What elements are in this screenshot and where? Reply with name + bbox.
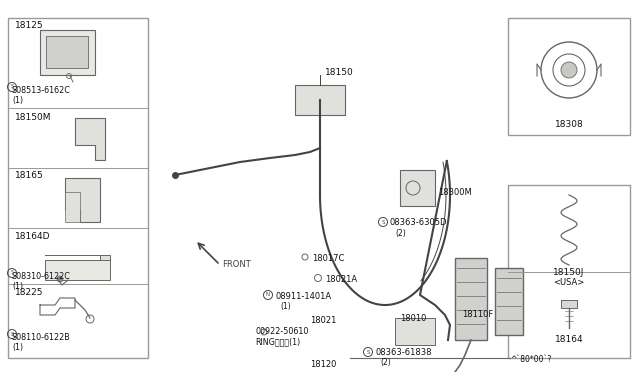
Bar (8, 18, 148, 358)
Text: (2): (2) (380, 358, 391, 367)
Polygon shape (45, 255, 110, 275)
Text: S08513-6162C: S08513-6162C (12, 86, 71, 95)
Circle shape (561, 62, 577, 78)
Text: 08363-61838: 08363-61838 (375, 348, 431, 357)
Text: 18120: 18120 (310, 360, 337, 369)
Text: 18165: 18165 (15, 171, 44, 180)
Bar (40, 30, 95, 75)
Text: 18164D: 18164D (15, 232, 51, 241)
Text: S08310-6122C: S08310-6122C (12, 272, 71, 281)
Text: (2): (2) (395, 229, 406, 238)
Text: 18110F: 18110F (462, 310, 493, 319)
Text: S: S (381, 219, 385, 224)
Text: 18010: 18010 (400, 314, 426, 323)
Text: S: S (10, 331, 13, 337)
Bar (455, 258, 487, 340)
Text: (1): (1) (12, 343, 23, 352)
Text: (1): (1) (280, 302, 291, 311)
Polygon shape (75, 118, 105, 160)
Text: <USA>: <USA> (554, 278, 584, 287)
Text: 18150J: 18150J (554, 268, 585, 277)
Text: 08363-6305D: 08363-6305D (390, 218, 447, 227)
Text: S: S (10, 270, 13, 276)
Bar (45, 260, 110, 280)
Text: ^`80*00`?: ^`80*00`? (510, 355, 552, 364)
Text: FRONT: FRONT (222, 260, 251, 269)
Bar (495, 268, 523, 335)
Text: (1): (1) (12, 96, 23, 105)
Text: 18125: 18125 (15, 21, 44, 30)
Text: S: S (366, 350, 370, 355)
Text: 18017C: 18017C (312, 254, 344, 263)
Text: 18300M: 18300M (438, 188, 472, 197)
Text: 18225: 18225 (15, 288, 44, 297)
Text: N: N (266, 292, 270, 298)
Text: S08110-6122B: S08110-6122B (12, 333, 71, 342)
Circle shape (57, 276, 63, 282)
Polygon shape (65, 178, 100, 222)
Bar (65, 192, 80, 222)
Text: 00922-50610: 00922-50610 (255, 327, 308, 336)
Text: (1): (1) (12, 282, 23, 291)
Text: 18021A: 18021A (325, 275, 357, 284)
Text: 18021: 18021 (310, 316, 337, 325)
Text: 18308: 18308 (555, 120, 584, 129)
Text: 18150M: 18150M (15, 113, 51, 122)
Text: 08911-1401A: 08911-1401A (276, 292, 332, 301)
Text: S: S (10, 84, 13, 90)
Bar (508, 18, 630, 135)
Bar (395, 318, 435, 345)
Text: 18164: 18164 (555, 335, 583, 344)
Bar (46, 36, 88, 68)
Bar (400, 170, 435, 206)
Text: 18150: 18150 (325, 68, 354, 77)
Bar (561, 300, 577, 308)
Bar (508, 185, 630, 358)
Bar (295, 85, 345, 115)
Text: RINGリング(1): RINGリング(1) (255, 337, 300, 346)
